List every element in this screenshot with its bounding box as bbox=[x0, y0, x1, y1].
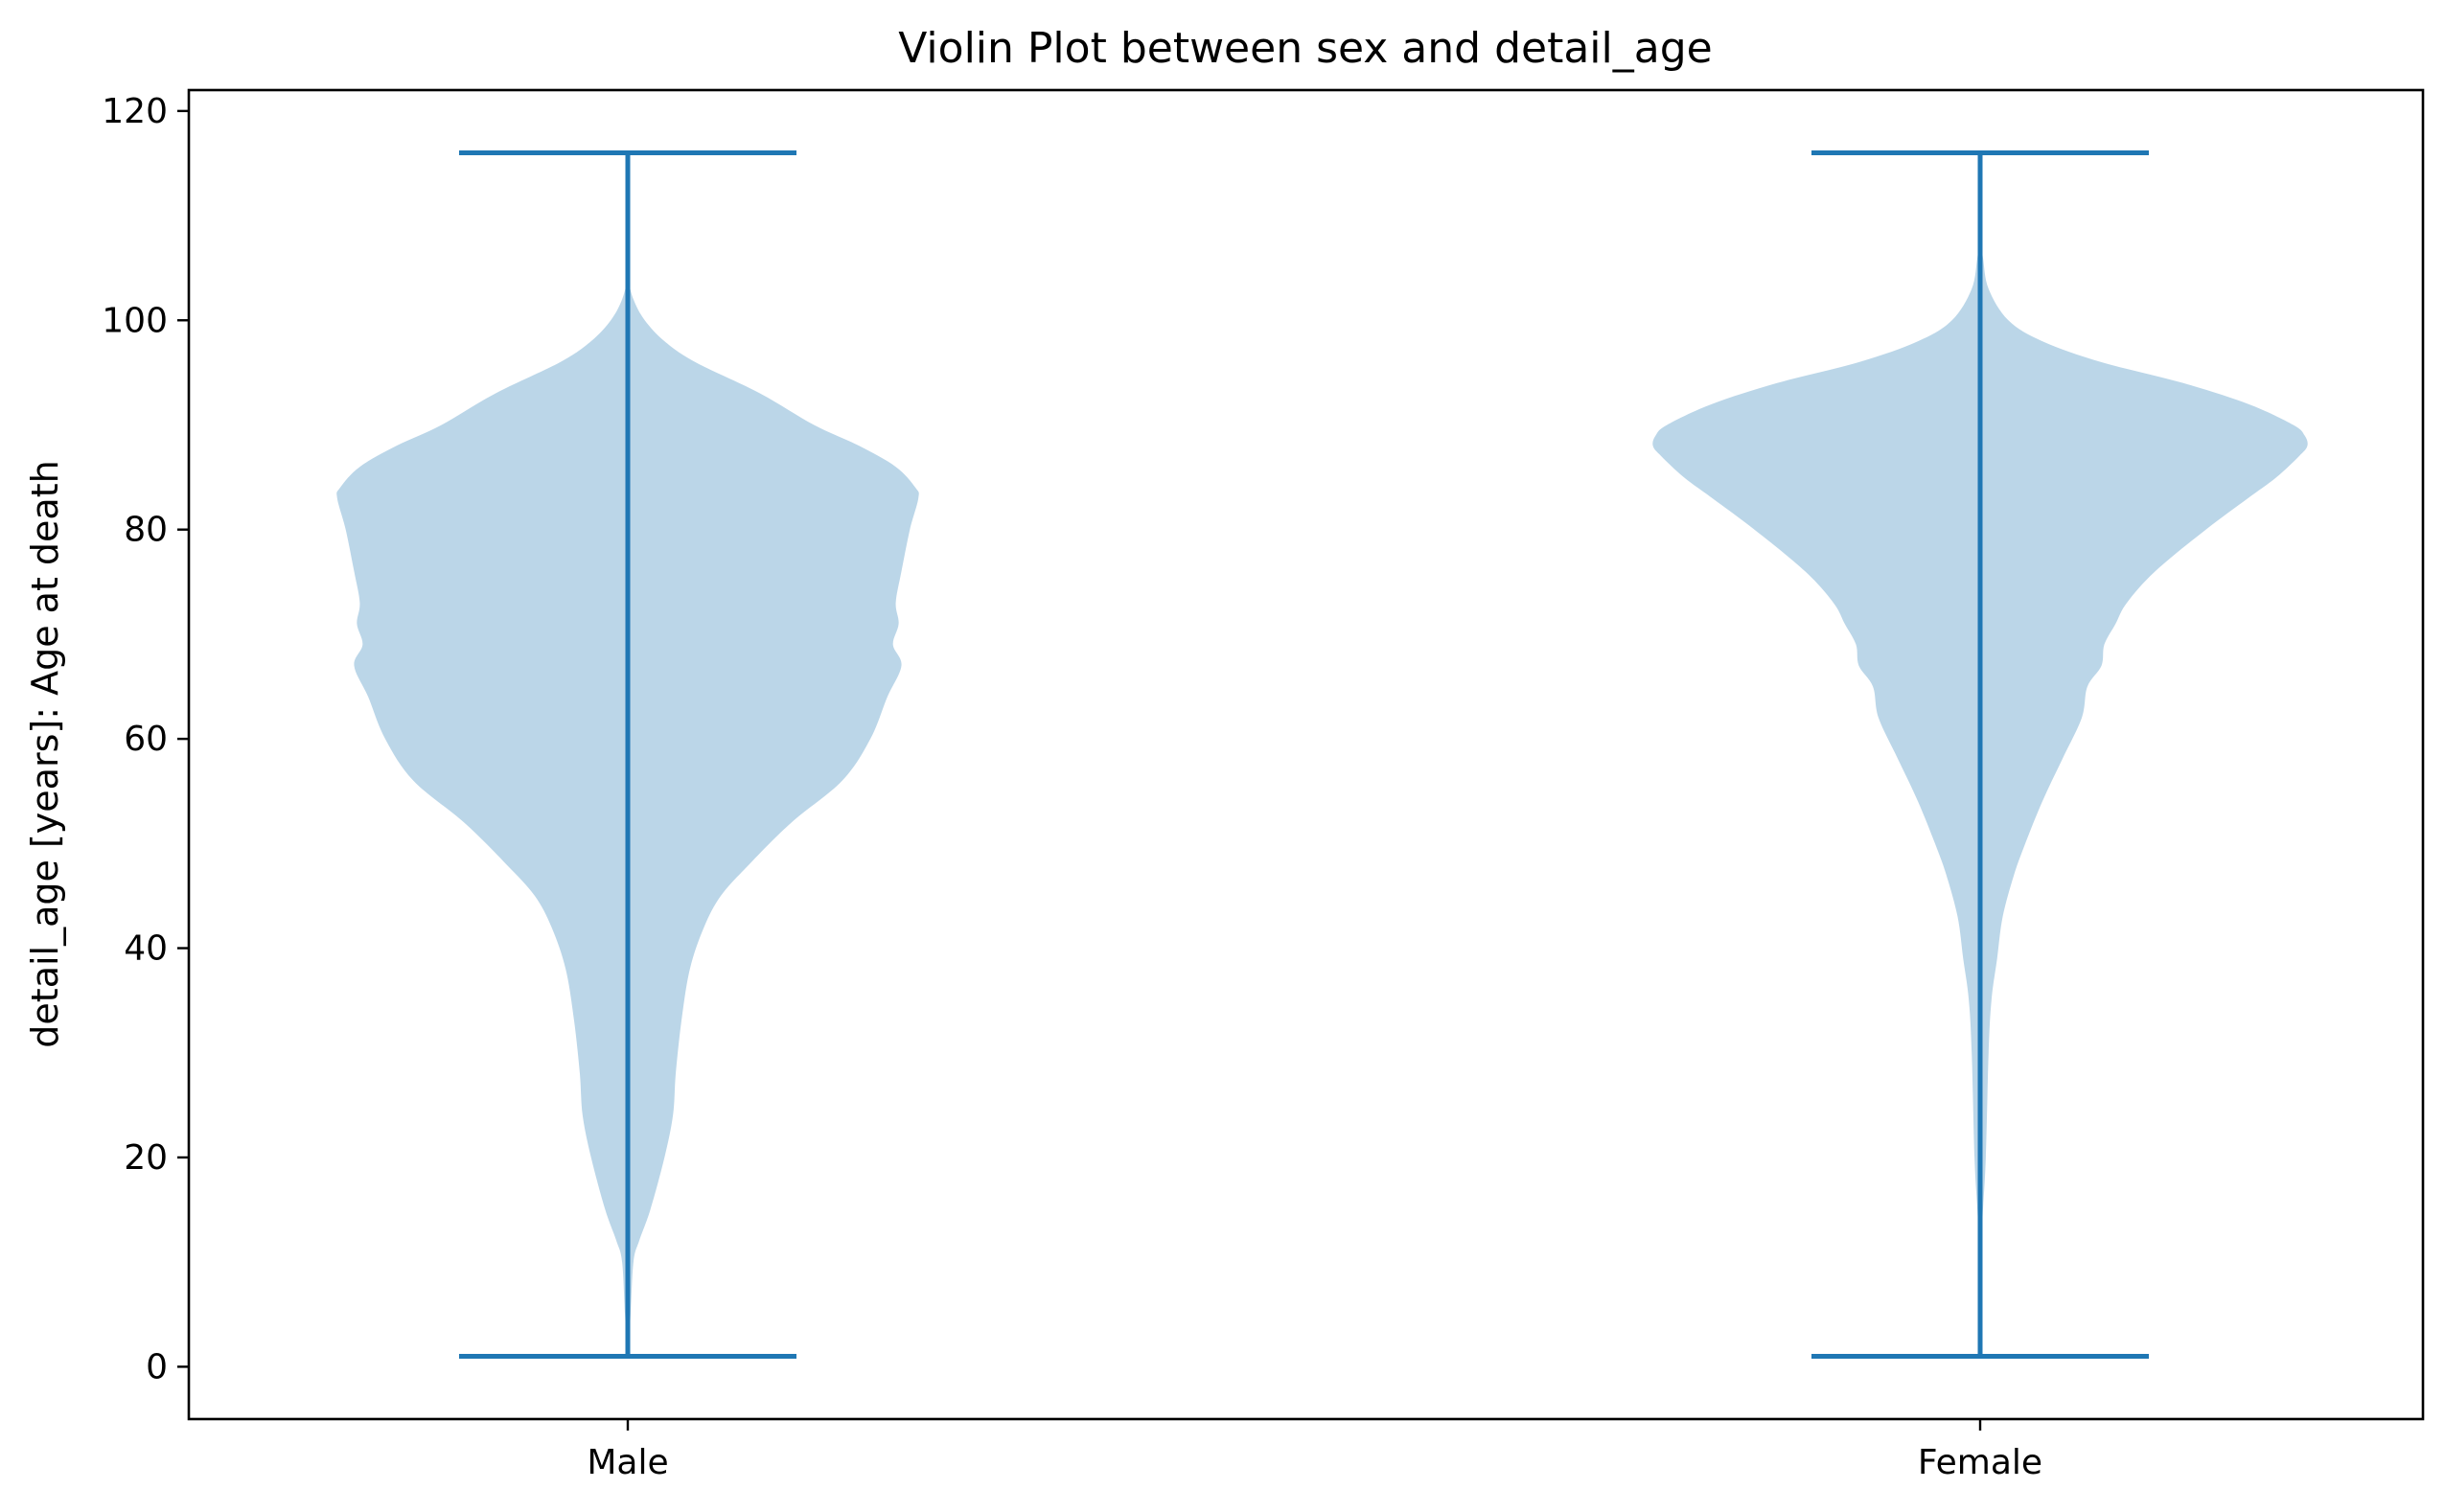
y-tick-label: 60 bbox=[124, 720, 168, 759]
y-tick-label: 20 bbox=[124, 1138, 168, 1178]
x-tick-label-male: Male bbox=[587, 1443, 668, 1482]
violin-whiskers bbox=[459, 150, 2149, 1359]
y-tick-label: 80 bbox=[124, 511, 168, 550]
x-tick-label-female: Female bbox=[1918, 1443, 2042, 1482]
y-tick-label: 0 bbox=[146, 1347, 168, 1386]
x-axis: Male Female bbox=[587, 1419, 2042, 1482]
y-axis: 0 20 40 60 80 100 120 bbox=[102, 92, 189, 1386]
y-tick-label: 100 bbox=[102, 301, 168, 340]
chart-title: Violin Plot between sex and detail_age bbox=[898, 24, 1712, 73]
plot-frame bbox=[187, 88, 2425, 1421]
y-axis-title: detail_age [years]: Age at death bbox=[24, 460, 66, 1047]
y-tick-label: 40 bbox=[124, 929, 168, 969]
violin-bodies bbox=[336, 234, 2308, 1357]
y-tick-label: 120 bbox=[102, 92, 168, 131]
